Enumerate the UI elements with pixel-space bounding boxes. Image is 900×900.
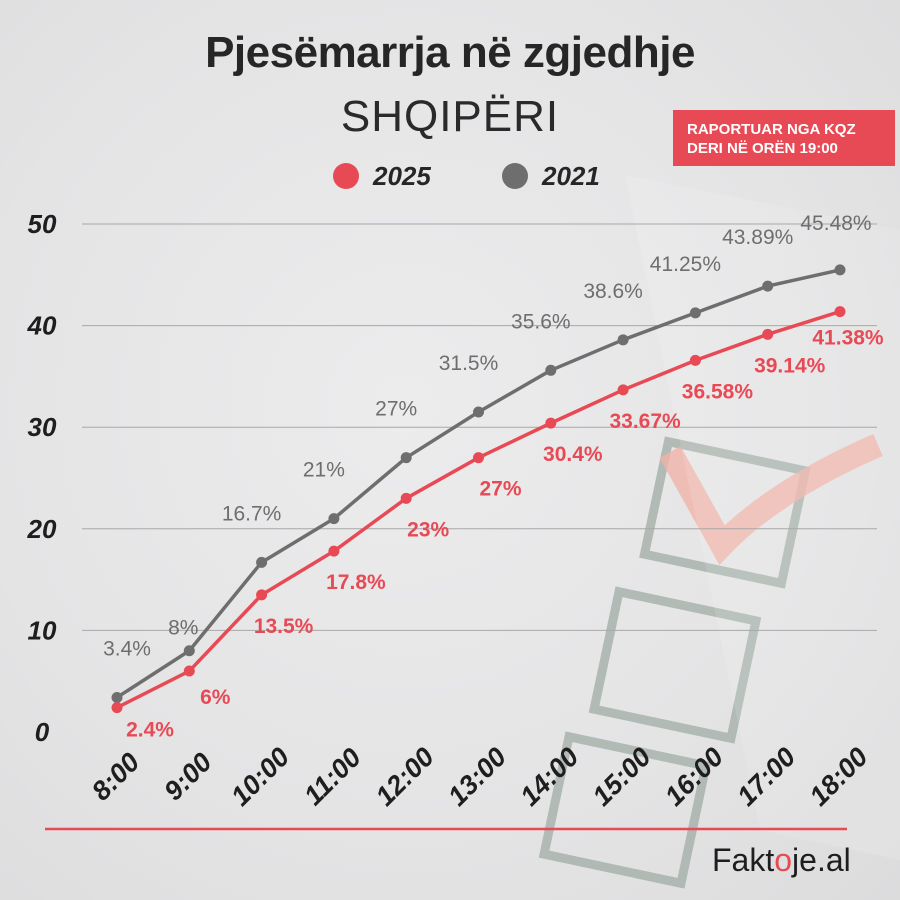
- data-label-2025: 2.4%: [126, 719, 174, 742]
- legend-label-2025: 2025: [373, 160, 431, 191]
- data-label-2021: 3.4%: [103, 637, 151, 660]
- data-label-2021: 45.48%: [800, 212, 871, 235]
- point-2025: [256, 589, 268, 601]
- point-2025: [689, 354, 701, 366]
- brand-text-end: je.al: [792, 842, 851, 878]
- data-label-2021: 41.25%: [650, 253, 721, 276]
- point-2021: [762, 280, 774, 292]
- point-2025: [545, 417, 557, 429]
- source-badge-line1: RAPORTUAR NGA KQZ: [687, 121, 856, 138]
- y-tick-label: 30: [28, 412, 57, 442]
- point-2021: [111, 691, 123, 703]
- point-2025: [473, 452, 484, 464]
- x-tick-label: 10:00: [225, 742, 295, 812]
- point-2025: [762, 328, 774, 340]
- data-label-2021: 21%: [303, 459, 345, 482]
- point-2025: [328, 545, 340, 557]
- chart-subtitle: SHQIPËRI: [340, 92, 560, 141]
- y-tick-label: 10: [28, 615, 57, 645]
- point-2025: [617, 384, 629, 396]
- data-label-2021: 27%: [375, 398, 417, 421]
- data-label-2021: 8%: [168, 617, 198, 640]
- legend-label-2021: 2021: [542, 160, 600, 191]
- data-label-2025: 27%: [479, 478, 521, 501]
- data-label-2025: 6%: [200, 686, 231, 709]
- brand-text-start: Fakt: [712, 842, 775, 878]
- data-labels: 2.4%6%13.5%17.8%23%27%30.4%33.67%36.58%3…: [103, 212, 884, 742]
- data-label-2021: 43.89%: [722, 226, 793, 249]
- series-points: [111, 264, 846, 714]
- source-badge-line2: DERI NË ORËN 19:00: [687, 140, 838, 157]
- brand-logo: Faktoje.al: [712, 842, 851, 879]
- y-tick-label: 20: [27, 514, 57, 544]
- checkbox-bottom-icon: [538, 731, 712, 889]
- ballot-checkbox-decoration: [538, 175, 900, 889]
- legend-dot-2025-icon: [333, 163, 359, 189]
- source-badge: RAPORTUAR NGA KQZ DERI NË ORËN 19:00: [673, 110, 895, 166]
- y-tick-label: 40: [27, 311, 57, 341]
- point-2025: [111, 702, 123, 714]
- x-tick-label: 11:00: [298, 742, 367, 811]
- data-label-2025: 39.14%: [754, 354, 826, 377]
- point-2021: [183, 645, 195, 657]
- checkbox-middle-icon: [588, 586, 762, 744]
- data-label-2025: 33.67%: [609, 410, 681, 433]
- x-tick-label: 12:00: [370, 742, 440, 812]
- point-2021: [473, 406, 484, 418]
- data-label-2025: 41.38%: [812, 327, 884, 350]
- y-tick-label: 50: [28, 209, 57, 239]
- point-2025: [183, 665, 195, 677]
- data-label-2021: 35.6%: [511, 310, 571, 333]
- gridlines: [82, 223, 877, 631]
- data-label-2025: 23%: [407, 518, 449, 541]
- point-2021: [834, 264, 846, 276]
- data-label-2021: 38.6%: [583, 280, 643, 303]
- point-2021: [256, 556, 268, 568]
- y-axis-ticks: 0 10 20 30 40 50: [27, 209, 57, 747]
- x-tick-label: 8:00: [86, 747, 145, 806]
- data-label-2025: 17.8%: [326, 571, 386, 594]
- legend-item-2025: 2025: [333, 160, 431, 192]
- checkbox-top-icon: [639, 436, 811, 589]
- data-label-2025: 30.4%: [543, 443, 603, 466]
- point-2021: [617, 334, 629, 346]
- point-2025: [400, 492, 412, 504]
- point-2021: [689, 307, 701, 319]
- data-label-2025: 13.5%: [254, 615, 314, 638]
- legend-dot-2021-icon: [502, 163, 528, 189]
- x-tick-label: 13:00: [442, 742, 512, 812]
- x-tick-label: 14:00: [514, 742, 584, 812]
- data-label-2025: 36.58%: [682, 380, 754, 403]
- chart-title: Pjesëmarrja në zgjedhje: [205, 28, 695, 77]
- point-2021: [400, 452, 412, 464]
- point-2025: [834, 306, 846, 318]
- data-label-2021: 16.7%: [222, 502, 282, 525]
- y-tick-label: 0: [35, 717, 50, 747]
- checkmark-icon: [659, 433, 883, 566]
- data-label-2021: 31.5%: [439, 352, 499, 375]
- point-2021: [545, 364, 557, 376]
- point-2021: [328, 513, 340, 525]
- paper-sheet-shape: [625, 175, 900, 860]
- brand-mark: o: [774, 842, 793, 878]
- x-tick-label: 9:00: [158, 747, 217, 806]
- legend-item-2021: 2021: [502, 160, 600, 192]
